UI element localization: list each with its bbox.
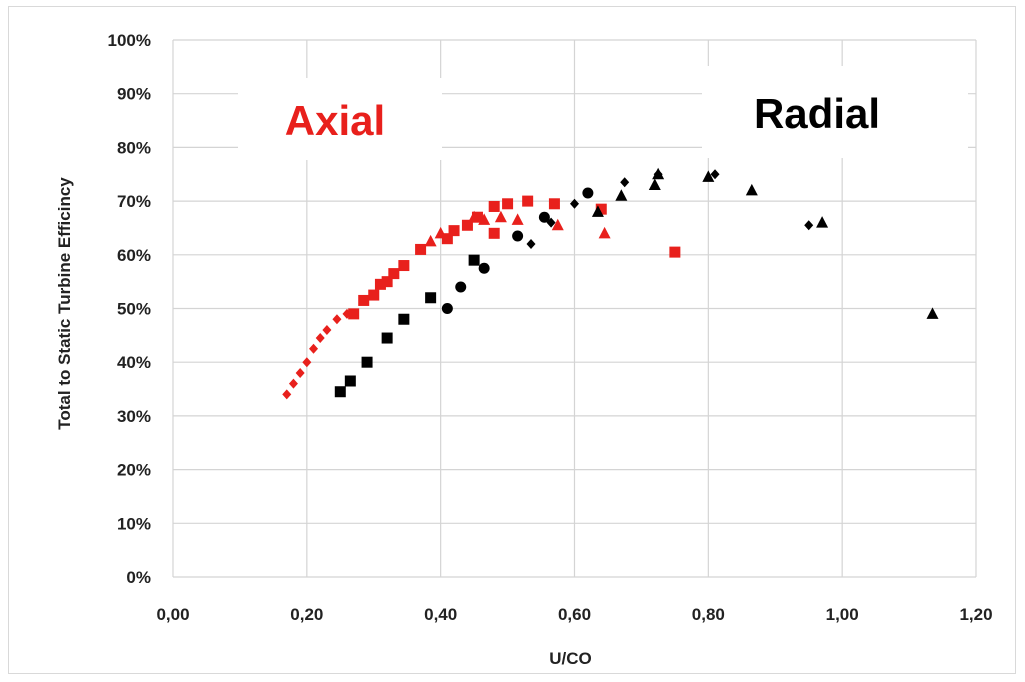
axial-square-point <box>461 219 473 231</box>
x-tick-label: 0,40 <box>424 605 457 624</box>
y-tick-label: 0% <box>126 568 151 587</box>
radial-triangle-point <box>591 205 604 217</box>
y-tick-label: 40% <box>117 353 151 372</box>
axial-diamond-point <box>302 357 312 368</box>
radial-circle-point <box>538 211 550 223</box>
radial-triangle-point <box>652 167 665 180</box>
radial-square-point <box>398 313 410 325</box>
x-tick-label: 1,00 <box>826 605 859 624</box>
radial-circle-point <box>512 230 524 242</box>
radial-diamond-point <box>710 169 720 180</box>
axial-square-point <box>441 233 453 245</box>
radial-square-point <box>344 375 356 387</box>
axial-square-point <box>381 276 393 288</box>
radial-diamond-point <box>620 177 630 188</box>
radial-diamond-point <box>804 220 814 231</box>
y-tick-label: 10% <box>117 514 151 533</box>
radial-circle-point <box>582 187 594 199</box>
radial-triangle-point <box>648 178 661 190</box>
x-tick-label: 0,00 <box>156 605 189 624</box>
radial-triangle-point <box>816 216 829 228</box>
axial-triangle-point <box>551 218 564 231</box>
axial-diamond-point <box>288 378 298 389</box>
axial-square-point <box>448 225 460 237</box>
x-tick-labels: 0,00 0,20 0,40 0,60 0,80 1,00 1,20 <box>156 605 992 624</box>
radial-square-point <box>381 332 393 344</box>
axial-square-point <box>669 246 681 258</box>
axial-triangle-point <box>598 226 611 239</box>
axial-label-box <box>238 78 442 160</box>
axial-square-point <box>368 289 380 301</box>
radial-triangle-point <box>745 183 758 196</box>
radial-triangle-point <box>926 307 939 319</box>
axial-square-point <box>522 195 534 207</box>
y-tick-label: 30% <box>117 407 151 426</box>
axial-diamond-point <box>322 324 332 335</box>
radial-label-box <box>702 66 968 158</box>
y-tick-labels: 0% 10% 20% 30% 40% 50% 60% 70% 80% 90% 100% <box>108 31 151 587</box>
radial-circle-point <box>478 262 490 274</box>
axial-square-point <box>548 198 560 210</box>
axial-triangle-point <box>434 226 447 239</box>
radial-square-point <box>425 292 437 304</box>
x-tick-label: 0,80 <box>692 605 725 624</box>
y-axis-title: Total to Static Turbine Efficincy <box>55 177 74 430</box>
axial-diamond-point <box>282 389 292 400</box>
axial-diamond-point <box>315 333 325 344</box>
axial-triangle-point <box>494 210 507 223</box>
x-tick-label: 0,60 <box>558 605 591 624</box>
axial-square-point <box>374 278 386 290</box>
chart-frame <box>8 6 1016 674</box>
y-tick-label: 20% <box>117 461 151 480</box>
axial-square-point <box>488 227 500 239</box>
radial-circle-point <box>455 281 467 293</box>
y-tick-label: 60% <box>117 246 151 265</box>
y-tick-label: 50% <box>117 300 151 319</box>
axial-square-point <box>388 268 400 280</box>
axial-square-point <box>358 294 370 306</box>
axial-triangle-point <box>511 213 524 225</box>
radial-triangle-point <box>615 189 628 201</box>
axial-triangle-point <box>468 210 481 223</box>
axial-square-point <box>398 260 410 272</box>
radial-square-point <box>468 254 480 266</box>
y-tick-label: 100% <box>108 31 151 50</box>
radial-diamond-point <box>526 239 536 250</box>
radial-diamond-point <box>570 198 579 209</box>
axial-square-point <box>348 308 360 320</box>
x-tick-label: 1,20 <box>959 605 992 624</box>
x-tick-label: 0,20 <box>290 605 323 624</box>
radial-triangle-point <box>702 170 715 182</box>
radial-square-point <box>361 356 373 368</box>
axial-diamond-point <box>295 367 305 378</box>
axial-square-point <box>415 243 427 255</box>
y-tick-label: 80% <box>117 138 151 157</box>
axial-square-point <box>502 198 514 210</box>
axial-square-point <box>595 203 607 215</box>
axial-triangle-point <box>424 234 437 247</box>
axial-square-point <box>488 200 500 212</box>
data-points <box>282 167 939 400</box>
axial-diamond-point <box>332 314 342 325</box>
axial-label: Axial <box>285 97 385 144</box>
axial-triangle-point <box>478 213 491 225</box>
radial-label: Radial <box>754 90 880 137</box>
axial-diamond-point <box>309 343 319 354</box>
radial-circle-point <box>441 303 453 314</box>
radial-square-point <box>334 386 346 398</box>
y-tick-label: 90% <box>117 85 151 104</box>
x-axis-title: U/CO <box>549 649 592 668</box>
y-tick-label: 70% <box>117 192 151 211</box>
radial-diamond-point <box>546 217 556 228</box>
